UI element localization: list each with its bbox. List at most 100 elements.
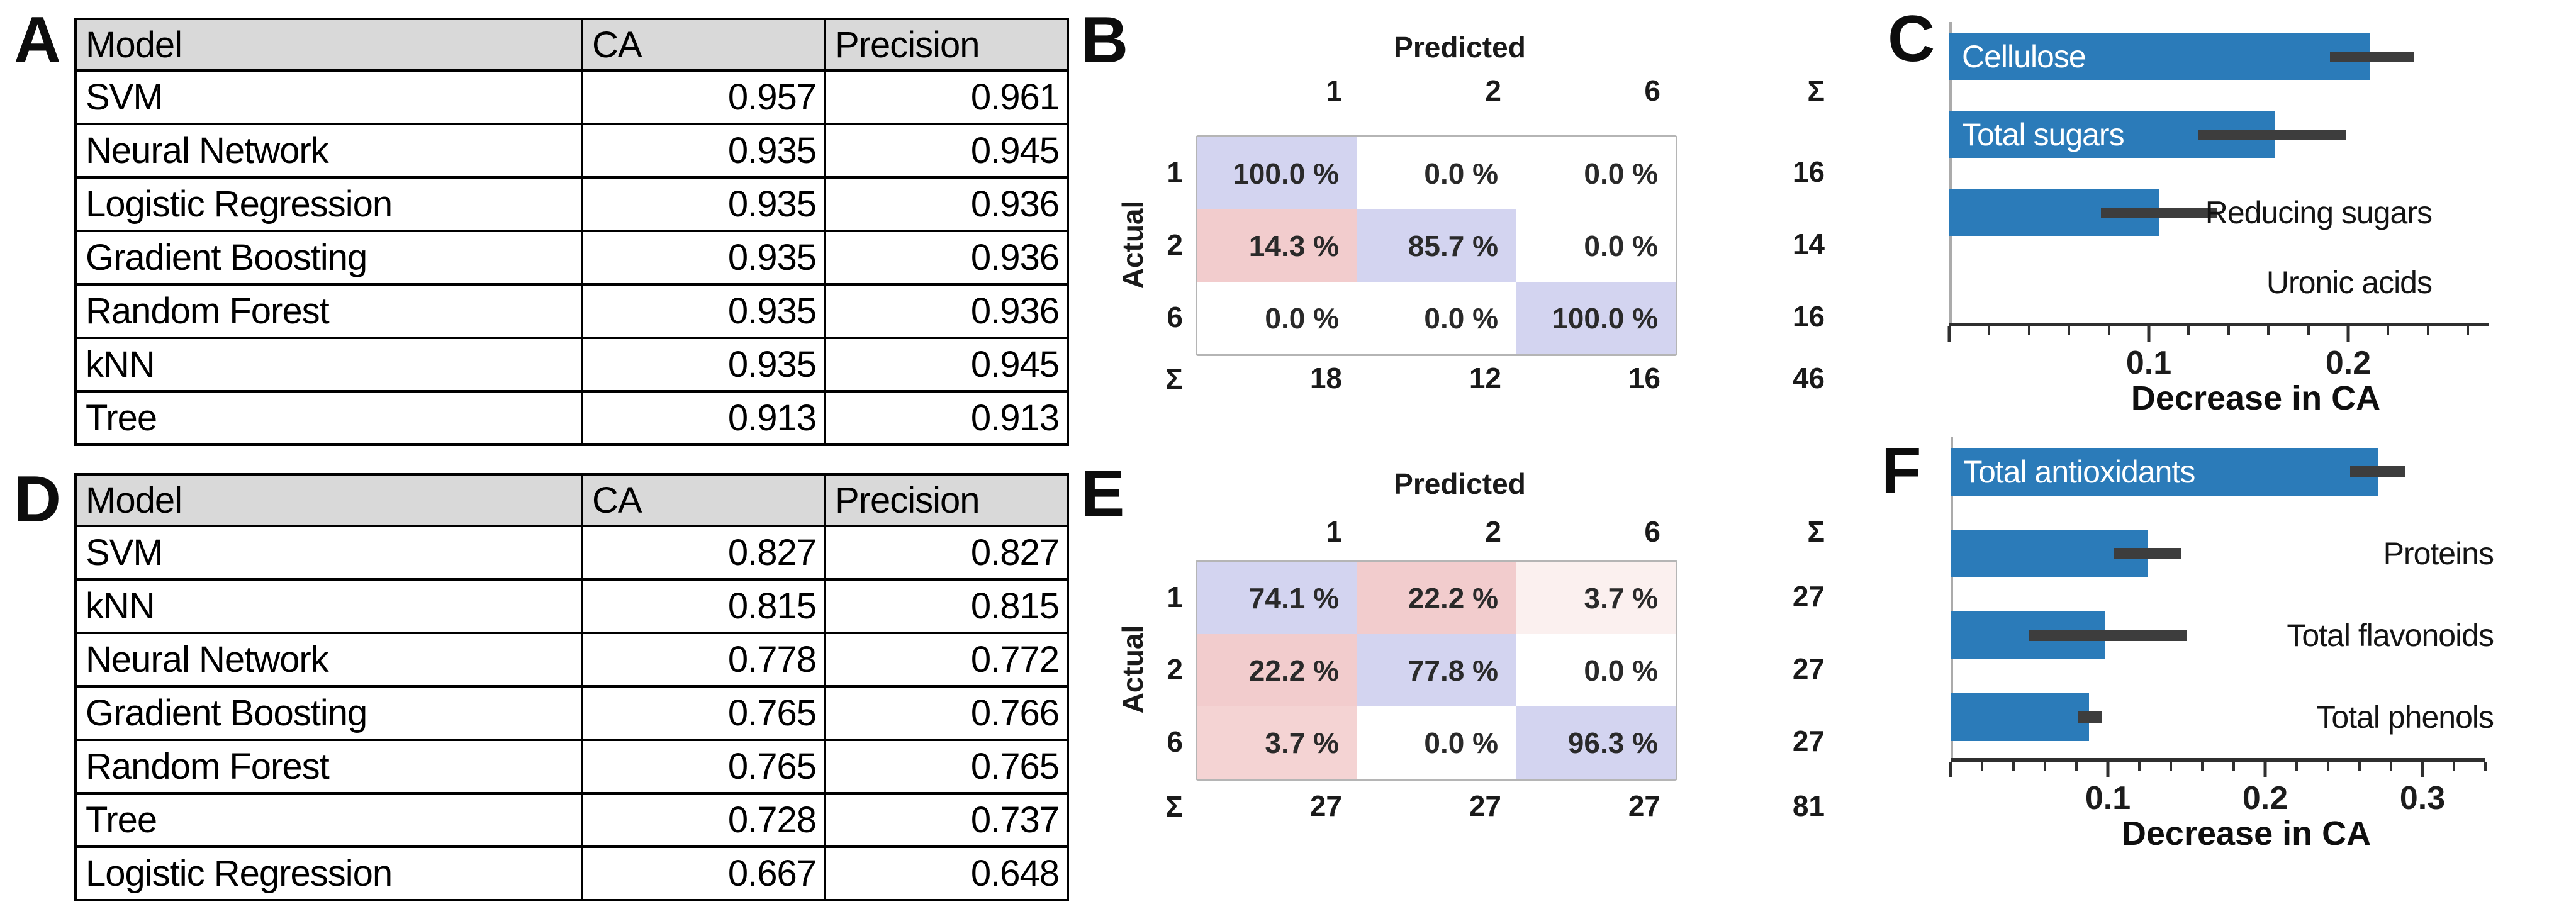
ca-value: 0.913 xyxy=(581,390,826,446)
minor-tick xyxy=(2075,762,2078,771)
panel-label-e: E xyxy=(1081,457,1125,530)
panel-label-b: B xyxy=(1081,4,1129,77)
minor-tick xyxy=(2390,762,2392,771)
panel-label-d: D xyxy=(14,463,62,536)
column-header-model: Model xyxy=(74,18,583,72)
matrix-cell: 100.0 % xyxy=(1197,137,1357,209)
minor-tick xyxy=(1981,762,1983,771)
bar-label: Total sugars xyxy=(1962,117,2125,152)
ca-value: 0.935 xyxy=(581,337,826,393)
column-header-model: Model xyxy=(74,473,583,527)
model-name: SVM xyxy=(74,69,583,125)
table-row: SVM 0.957 0.961 xyxy=(74,69,1069,125)
matrix-cell: 3.7 % xyxy=(1197,706,1357,779)
minor-tick xyxy=(2028,326,2030,335)
minor-tick xyxy=(2108,326,2110,335)
panel-label-a: A xyxy=(14,4,62,77)
column-sum: 27 xyxy=(1469,789,1501,822)
row-sum: 16 xyxy=(1792,155,1825,188)
table-a-header-row: Model CA Precision xyxy=(74,18,1069,72)
precision-value: 0.945 xyxy=(824,337,1069,393)
precision-value: 0.772 xyxy=(824,632,1069,688)
model-name: Logistic Regression xyxy=(74,845,583,901)
error-bar xyxy=(2198,130,2346,140)
model-name: Random Forest xyxy=(74,739,583,795)
major-tick xyxy=(1947,326,1951,342)
panel-label-c: C xyxy=(1888,3,1935,75)
table-row: SVM 0.827 0.827 xyxy=(74,525,1069,581)
precision-value: 0.766 xyxy=(824,685,1069,741)
grand-total: 46 xyxy=(1792,362,1825,394)
precision-value: 0.737 xyxy=(824,792,1069,848)
matrix-cell: 0.0 % xyxy=(1516,634,1676,706)
x-axis: 0.1 0.2 xyxy=(1947,323,2489,381)
ca-value: 0.765 xyxy=(581,685,826,741)
column-header-precision: Precision xyxy=(824,473,1069,527)
bar-label: Total phenols xyxy=(2316,700,2494,735)
matrix-cell: 0.0 % xyxy=(1357,706,1516,779)
predicted-axis-label: Predicted xyxy=(1394,31,1526,64)
bar-label: Cellulose xyxy=(1962,39,2086,74)
bar-label: Total antioxidants xyxy=(1963,454,2195,489)
minor-tick xyxy=(2295,762,2298,771)
matrix-cell: 0.0 % xyxy=(1516,137,1676,209)
model-name: kNN xyxy=(74,578,583,634)
model-name: Gradient Boosting xyxy=(74,685,583,741)
precision-value: 0.945 xyxy=(824,123,1069,179)
matrix-cell: 14.3 % xyxy=(1197,209,1357,282)
predicted-class-header: 2 xyxy=(1485,515,1501,548)
matrix-cell: 3.7 % xyxy=(1516,562,1676,634)
predicted-class-header: 2 xyxy=(1485,74,1501,107)
column-sum: 27 xyxy=(1309,789,1342,822)
precision-value: 0.648 xyxy=(824,845,1069,901)
bar-total-antioxidants: Total antioxidants xyxy=(1951,448,2378,496)
precision-value: 0.765 xyxy=(824,739,1069,795)
x-axis: 0.1 0.2 0.3 xyxy=(1949,758,2487,817)
ca-value: 0.778 xyxy=(581,632,826,688)
sum-row-header: Σ xyxy=(1165,362,1183,395)
y-axis-spine xyxy=(1949,22,1952,323)
bar-label: Total flavonoids xyxy=(2287,618,2494,653)
minor-tick xyxy=(2327,762,2329,771)
minor-tick xyxy=(2068,326,2070,335)
matrix-cell: 85.7 % xyxy=(1357,209,1516,282)
matrix-cell: 22.2 % xyxy=(1197,634,1357,706)
major-tick xyxy=(2106,762,2110,777)
sum-column-header: Σ xyxy=(1807,515,1825,548)
error-bar xyxy=(2114,548,2181,559)
y-axis-spine xyxy=(1951,437,1953,758)
minor-tick xyxy=(2427,326,2429,335)
tick-label: 0.1 xyxy=(2125,345,2172,381)
bar-label: Uronic acids xyxy=(2266,265,2433,300)
major-tick xyxy=(2147,326,2151,342)
bar-label: Proteins xyxy=(2383,536,2494,571)
error-bar xyxy=(2350,466,2405,477)
actual-class-label: 1 xyxy=(1167,581,1183,613)
ca-value: 0.728 xyxy=(581,792,826,848)
precision-value: 0.913 xyxy=(824,390,1069,446)
table-row: Random Forest 0.935 0.936 xyxy=(74,283,1069,339)
error-bar xyxy=(2330,52,2414,62)
predicted-class-header: 1 xyxy=(1326,515,1342,548)
table-d-header-row: Model CA Precision xyxy=(74,473,1069,527)
precision-value: 0.936 xyxy=(824,176,1069,232)
error-bar xyxy=(2029,630,2187,641)
bar-label: Reducing sugars xyxy=(2205,195,2433,230)
row-sum: 27 xyxy=(1792,580,1825,613)
table-row: Tree 0.913 0.913 xyxy=(74,390,1069,446)
actual-class-label: 6 xyxy=(1167,725,1183,758)
matrix-cell: 22.2 % xyxy=(1357,562,1516,634)
row-sum: 27 xyxy=(1792,652,1825,685)
feature-importance-chart-c: Cellulose Total sugars Reducing sugars U… xyxy=(1947,19,2576,434)
minor-tick xyxy=(2307,326,2310,335)
major-tick xyxy=(2421,762,2424,777)
x-axis-title: Decrease in CA xyxy=(2121,815,2372,852)
predicted-axis-label: Predicted xyxy=(1394,467,1526,500)
matrix-cell: 77.8 % xyxy=(1357,634,1516,706)
model-name: SVM xyxy=(74,525,583,581)
minor-tick xyxy=(2227,326,2230,335)
column-header-ca: CA xyxy=(581,18,826,72)
ca-value: 0.935 xyxy=(581,123,826,179)
model-name: Tree xyxy=(74,390,583,446)
column-header-ca: CA xyxy=(581,473,826,527)
